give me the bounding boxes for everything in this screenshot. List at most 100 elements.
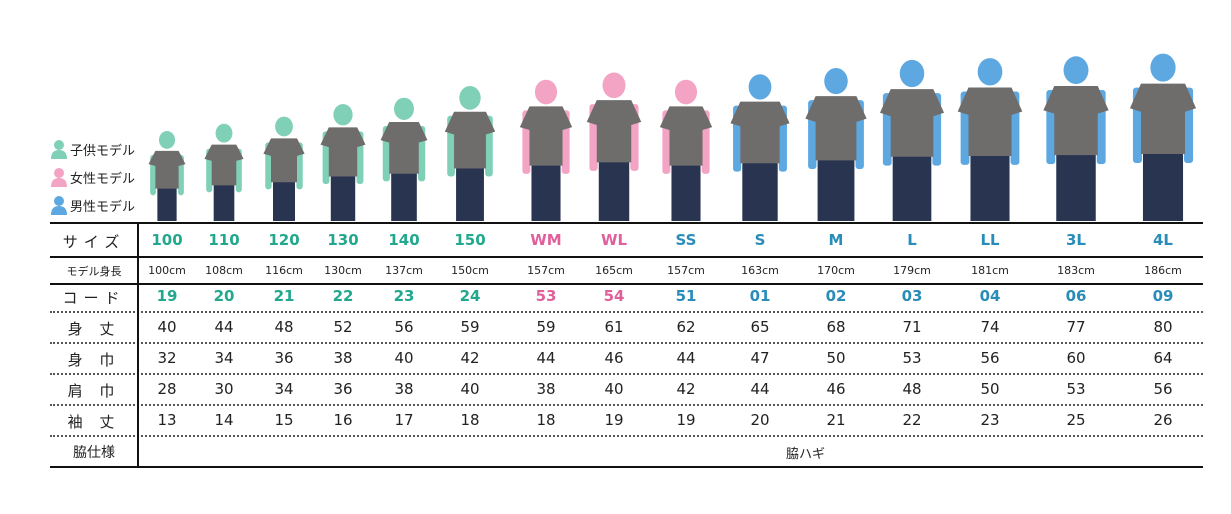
cell-size: S (754, 231, 766, 249)
cell-size: M (828, 231, 844, 249)
cell-shoulder-width: 28 (157, 380, 177, 398)
cell-sleeve-length: 21 (826, 411, 846, 429)
model-figure-S (730, 74, 790, 221)
row-label-model-height: モデル身長 (66, 265, 122, 278)
cell-size: 150 (454, 231, 486, 249)
cell-body-width: 34 (214, 349, 234, 367)
model-figure-SS (659, 79, 713, 221)
row-label-body-width: 身 巾 (67, 351, 121, 369)
person-icon (51, 196, 67, 215)
table-bottom-border (50, 466, 1203, 468)
cell-code: 21 (273, 287, 295, 305)
cell-body-length: 68 (826, 318, 846, 336)
model-figure-120 (263, 116, 305, 221)
table-top-border (50, 222, 1203, 224)
cell-sleeve-length: 19 (676, 411, 696, 429)
armpit-spec-value: 脇ハギ (786, 447, 826, 462)
cell-code: 03 (901, 287, 923, 305)
person-icon (51, 140, 67, 159)
model-figure-L (879, 59, 945, 221)
cell-body-width: 42 (460, 349, 480, 367)
row-divider (50, 435, 1203, 437)
cell-height: 108cm (205, 264, 243, 277)
cell-shoulder-width: 44 (750, 380, 770, 398)
cell-shoulder-width: 56 (1153, 380, 1173, 398)
cell-code: 54 (603, 287, 625, 305)
model-figure-WM (519, 79, 573, 221)
model-figure-130 (320, 104, 366, 221)
cell-size: 3L (1066, 231, 1086, 249)
cell-shoulder-width: 42 (676, 380, 696, 398)
model-figure-100 (148, 131, 186, 221)
cell-height: 181cm (971, 264, 1009, 277)
cell-body-width: 56 (980, 349, 1000, 367)
cell-body-width: 44 (676, 349, 696, 367)
cell-sleeve-length: 16 (333, 411, 353, 429)
cell-body-length: 40 (157, 318, 177, 336)
cell-sleeve-length: 23 (980, 411, 1000, 429)
cell-code: 02 (825, 287, 847, 305)
cell-body-length: 62 (676, 318, 696, 336)
cell-code: 06 (1065, 287, 1087, 305)
cell-code: 23 (393, 287, 415, 305)
cell-sleeve-length: 25 (1066, 411, 1086, 429)
model-figure-M (805, 68, 867, 221)
cell-body-width: 53 (902, 349, 922, 367)
cell-code: 53 (535, 287, 557, 305)
cell-height: 183cm (1057, 264, 1095, 277)
cell-body-length: 71 (902, 318, 922, 336)
cell-body-width: 32 (157, 349, 177, 367)
cell-body-length: 48 (274, 318, 294, 336)
cell-body-length: 59 (460, 318, 480, 336)
legend-label: 女性モデル (70, 171, 136, 187)
cell-shoulder-width: 38 (394, 380, 414, 398)
model-figure-140 (380, 97, 428, 221)
cell-size: 140 (388, 231, 420, 249)
legend-label: 子供モデル (70, 143, 136, 159)
cell-height: 165cm (595, 264, 633, 277)
cell-height: 163cm (741, 264, 779, 277)
cell-height: 186cm (1144, 264, 1182, 277)
cell-shoulder-width: 30 (214, 380, 234, 398)
cell-shoulder-width: 38 (536, 380, 556, 398)
model-figure-WL (586, 72, 642, 221)
cell-height: 100cm (148, 264, 186, 277)
cell-sleeve-length: 13 (157, 411, 177, 429)
cell-body-length: 56 (394, 318, 414, 336)
cell-height: 157cm (527, 264, 565, 277)
row-label-sleeve-length: 袖 丈 (67, 413, 121, 431)
cell-shoulder-width: 40 (460, 380, 480, 398)
cell-code: 24 (459, 287, 481, 305)
model-figure-4L (1129, 53, 1197, 221)
cell-size: LL (980, 231, 1000, 249)
cell-shoulder-width: 48 (902, 380, 922, 398)
cell-body-length: 74 (980, 318, 1000, 336)
cell-body-length: 65 (750, 318, 770, 336)
cell-size: 4L (1153, 231, 1173, 249)
model-figures (148, 53, 1197, 221)
cell-body-length: 59 (536, 318, 556, 336)
cell-height: 137cm (385, 264, 423, 277)
model-figure-LL (957, 58, 1023, 221)
legend-label: 男性モデル (70, 199, 136, 215)
cell-body-length: 80 (1153, 318, 1173, 336)
cell-body-width: 60 (1066, 349, 1086, 367)
cell-size: 100 (151, 231, 183, 249)
row-label-body-length: 身 丈 (67, 320, 121, 338)
cell-shoulder-width: 46 (826, 380, 846, 398)
row-divider (50, 283, 1203, 285)
row-divider (50, 256, 1203, 258)
cell-sleeve-length: 18 (460, 411, 480, 429)
cell-code: 04 (979, 287, 1001, 305)
cell-body-length: 61 (604, 318, 624, 336)
cell-body-width: 50 (826, 349, 846, 367)
cell-size: L (907, 231, 917, 249)
cell-body-width: 64 (1153, 349, 1173, 367)
cell-height: 157cm (667, 264, 705, 277)
cell-height: 170cm (817, 264, 855, 277)
row-divider (50, 373, 1203, 375)
cell-code: 01 (749, 287, 771, 305)
row-divider (50, 404, 1203, 406)
cell-size: WM (530, 231, 562, 249)
cell-body-width: 38 (333, 349, 353, 367)
